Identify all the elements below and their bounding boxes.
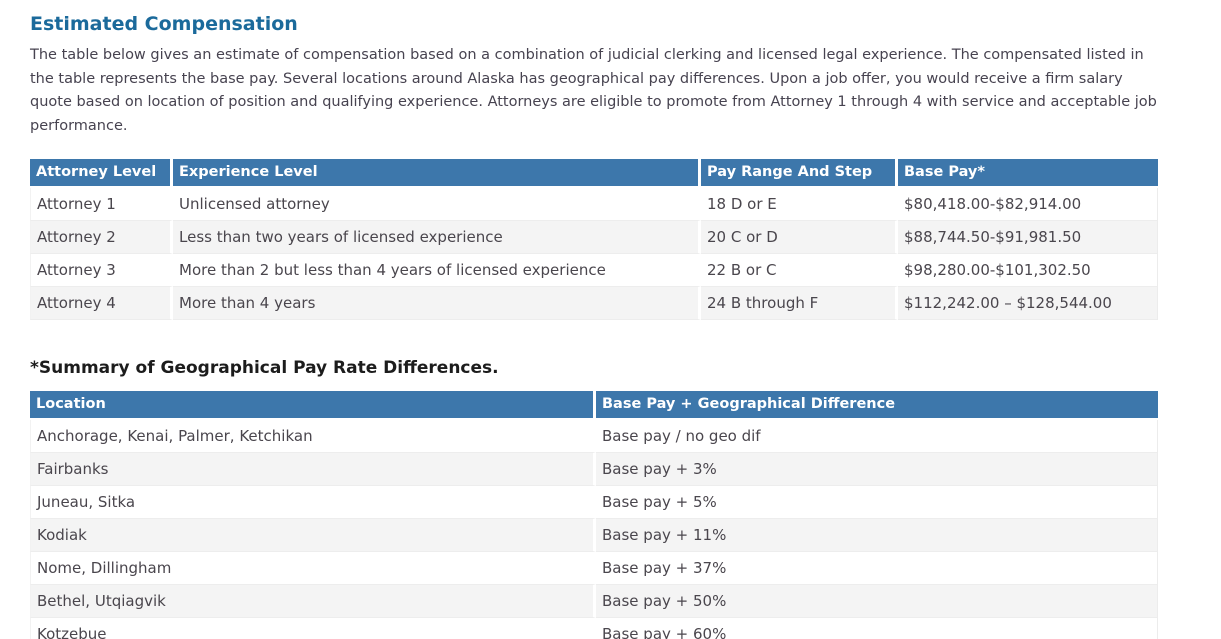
cell-experience-level: Unlicensed attorney [173,188,701,221]
cell-base-pay: $112,242.00 – $128,544.00 [898,287,1158,320]
cell-location: Kotzebue [30,618,596,639]
column-header-pay-range-and-step: Pay Range And Step [701,159,898,188]
compensation-table: Attorney Level Experience Level Pay Rang… [30,159,1158,320]
column-header-attorney-level: Attorney Level [30,159,173,188]
cell-base-pay: $80,418.00-$82,914.00 [898,188,1158,221]
cell-location: Fairbanks [30,453,596,486]
cell-geo-difference: Base pay + 37% [596,552,1158,585]
table-row: Kotzebue Base pay + 60% [30,618,1158,639]
table-row: Attorney 1 Unlicensed attorney 18 D or E… [30,188,1158,221]
column-header-experience-level: Experience Level [173,159,701,188]
table-row: Attorney 4 More than 4 years 24 B throug… [30,287,1158,320]
cell-geo-difference: Base pay + 60% [596,618,1158,639]
cell-attorney-level: Attorney 2 [30,221,173,254]
cell-geo-difference: Base pay + 3% [596,453,1158,486]
content-area: Estimated Compensation The table below g… [30,13,1158,639]
table-row: Nome, Dillingham Base pay + 37% [30,552,1158,585]
cell-geo-difference: Base pay + 50% [596,585,1158,618]
table-row: Attorney 2 Less than two years of licens… [30,221,1158,254]
cell-pay-range-and-step: 24 B through F [701,287,898,320]
geo-table-header-row: Location Base Pay + Geographical Differe… [30,391,1158,420]
cell-base-pay: $88,744.50-$91,981.50 [898,221,1158,254]
cell-location: Kodiak [30,519,596,552]
geo-summary-heading: *Summary of Geographical Pay Rate Differ… [30,358,499,378]
table-row: Bethel, Utqiagvik Base pay + 50% [30,585,1158,618]
intro-paragraph: The table below gives an estimate of com… [30,47,1157,134]
cell-base-pay: $98,280.00-$101,302.50 [898,254,1158,287]
table-row: Fairbanks Base pay + 3% [30,453,1158,486]
cell-geo-difference: Base pay + 11% [596,519,1158,552]
table-row: Anchorage, Kenai, Palmer, Ketchikan Base… [30,420,1158,453]
table-row: Kodiak Base pay + 11% [30,519,1158,552]
cell-attorney-level: Attorney 4 [30,287,173,320]
cell-geo-difference: Base pay / no geo dif [596,420,1158,453]
table-row: Juneau, Sitka Base pay + 5% [30,486,1158,519]
cell-pay-range-and-step: 20 C or D [701,221,898,254]
compensation-table-header-row: Attorney Level Experience Level Pay Rang… [30,159,1158,188]
cell-experience-level: Less than two years of licensed experien… [173,221,701,254]
cell-pay-range-and-step: 18 D or E [701,188,898,221]
cell-location: Bethel, Utqiagvik [30,585,596,618]
cell-pay-range-and-step: 22 B or C [701,254,898,287]
cell-geo-difference: Base pay + 5% [596,486,1158,519]
cell-experience-level: More than 4 years [173,287,701,320]
column-header-base-pay-geo-difference: Base Pay + Geographical Difference [596,391,1158,420]
geo-table: Location Base Pay + Geographical Differe… [30,391,1158,639]
cell-location: Juneau, Sitka [30,486,596,519]
column-header-base-pay: Base Pay* [898,159,1158,188]
cell-attorney-level: Attorney 3 [30,254,173,287]
cell-experience-level: More than 2 but less than 4 years of lic… [173,254,701,287]
cell-location: Nome, Dillingham [30,552,596,585]
column-header-location: Location [30,391,596,420]
cell-attorney-level: Attorney 1 [30,188,173,221]
table-row: Attorney 3 More than 2 but less than 4 y… [30,254,1158,287]
cell-location: Anchorage, Kenai, Palmer, Ketchikan [30,420,596,453]
page-title: Estimated Compensation [30,13,298,35]
